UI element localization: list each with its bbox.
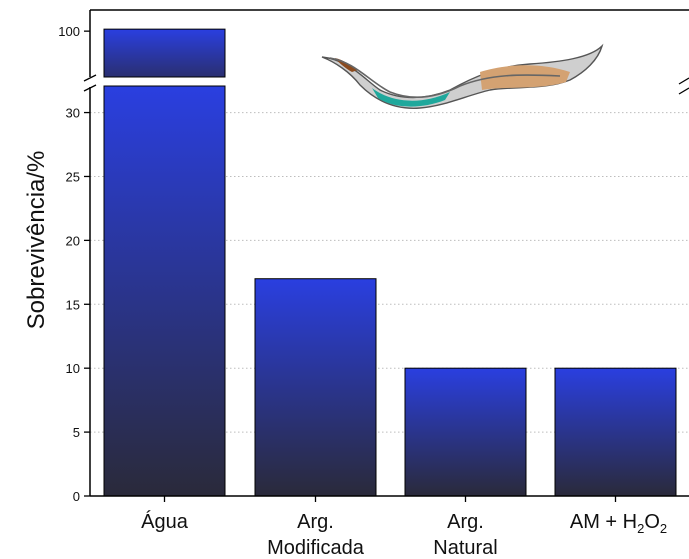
axis-break-mark	[83, 84, 97, 92]
y-tick-label: 30	[66, 106, 80, 121]
y-tick-label: 100	[58, 24, 80, 39]
bar	[404, 367, 527, 497]
x-tick-label-part: 2	[637, 521, 644, 536]
y-ticks: 0 5 10 15 20 25 30 100	[58, 24, 90, 504]
axis-break-mark	[678, 87, 689, 95]
x-tick-label: Natural	[433, 537, 497, 559]
x-tick-label: Arg.	[447, 511, 484, 533]
axes	[83, 9, 689, 497]
x-tick-label-part: O	[644, 511, 660, 533]
x-tick-label: Modificada	[267, 537, 365, 559]
y-tick-label: 15	[66, 297, 80, 312]
bar	[103, 85, 226, 497]
x-tick-label: Arg.	[297, 511, 334, 533]
y-tick-label: 10	[66, 361, 80, 376]
y-tick-label: 25	[66, 169, 80, 184]
bar-upper-segment	[103, 28, 226, 78]
bars	[103, 28, 677, 497]
axis-break-mark	[83, 74, 97, 82]
x-tick-label-part: 2	[660, 521, 667, 536]
x-tick-label-part: AM + H	[570, 511, 637, 533]
y-tick-label: 5	[73, 425, 80, 440]
y-axis-title: Sobrevivência/%	[23, 151, 50, 330]
bar	[254, 278, 377, 497]
axis-break-mark	[678, 77, 689, 85]
x-tick-label: AM + H2O2	[570, 511, 667, 536]
y-tick-label: 0	[73, 489, 80, 504]
bar	[554, 367, 677, 497]
y-tick-label: 20	[66, 233, 80, 248]
nematode-worm-icon	[321, 43, 604, 109]
x-tick-label: Água	[141, 510, 189, 533]
